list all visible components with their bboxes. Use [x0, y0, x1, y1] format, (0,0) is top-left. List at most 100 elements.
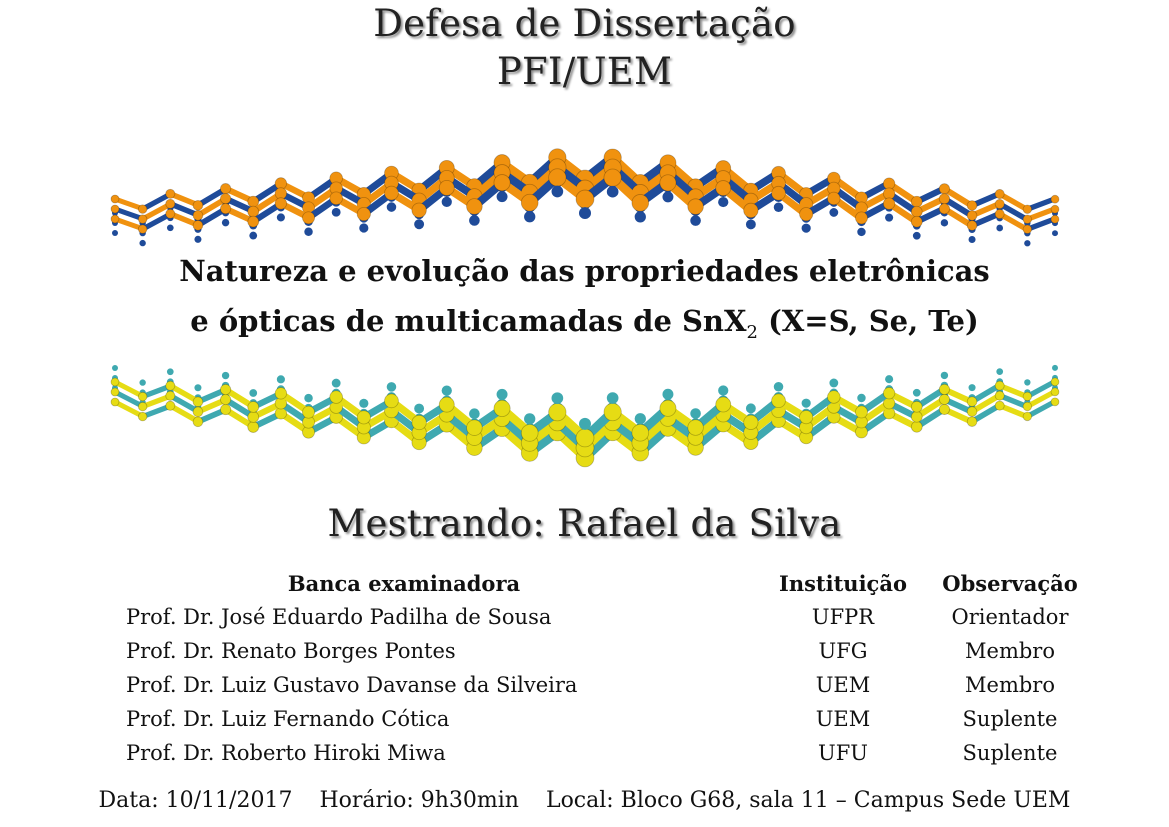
- atom-shape: [966, 210, 978, 221]
- member-institution: UEM: [815, 707, 871, 731]
- atom-shape: [520, 193, 539, 212]
- atom-shape: [411, 414, 427, 431]
- presenter-name: Mestrando: Rafael da Silva: [327, 502, 842, 545]
- atom-shape: [220, 403, 232, 416]
- atom-shape: [1022, 401, 1033, 412]
- atom-shape: [274, 387, 288, 400]
- atom-shape: [110, 377, 120, 387]
- atom-shape: [910, 420, 923, 433]
- atom-shape: [112, 230, 118, 236]
- atom-shape: [910, 400, 923, 413]
- bond-shape: [996, 191, 1031, 213]
- atom-shape: [743, 414, 759, 430]
- atom-shape: [579, 207, 591, 220]
- atom-shape: [687, 198, 704, 215]
- bond-shape: [195, 206, 229, 229]
- atom-shape: [329, 390, 343, 404]
- atom-shape: [551, 185, 564, 198]
- bond-shape: [167, 211, 201, 228]
- bond-shape: [222, 386, 257, 410]
- atom-shape: [1052, 230, 1058, 237]
- atom-shape: [1024, 379, 1031, 386]
- dissertation-title-line2-end: (X=S, Se, Te): [757, 304, 979, 338]
- atom-shape: [938, 403, 950, 415]
- atom-shape: [165, 390, 176, 401]
- atom-shape: [857, 393, 866, 403]
- atom-shape: [1022, 214, 1033, 224]
- atom-shape: [745, 219, 756, 230]
- atom-shape: [940, 219, 949, 227]
- atom-shape: [192, 396, 204, 408]
- atom-shape: [469, 408, 480, 420]
- atom-shape: [548, 168, 567, 187]
- atom-shape: [690, 215, 701, 226]
- atom-shape: [912, 231, 921, 240]
- bond-shape: [140, 383, 173, 400]
- atom-shape: [524, 211, 536, 223]
- bond-shape: [112, 389, 146, 409]
- atom-shape: [469, 215, 480, 226]
- atom-shape: [359, 223, 369, 233]
- atom-shape: [994, 199, 1005, 209]
- atom-shape: [938, 193, 950, 205]
- bond-shape: [941, 195, 976, 219]
- bond-shape: [140, 201, 173, 222]
- atom-shape: [966, 396, 978, 407]
- atom-shape: [910, 195, 923, 208]
- atom-shape: [165, 208, 176, 219]
- atom-shape: [384, 393, 399, 409]
- atom-shape: [165, 198, 176, 209]
- atom-shape: [659, 399, 677, 417]
- atom-shape: [743, 202, 759, 219]
- atom-shape: [631, 194, 650, 212]
- atom-shape: [137, 411, 148, 422]
- atom-shape: [247, 205, 260, 218]
- bond-shape: [969, 392, 1003, 415]
- atom-shape: [414, 403, 425, 414]
- atom-shape: [1052, 364, 1058, 371]
- atom-shape: [220, 193, 232, 205]
- atom-shape: [221, 218, 230, 227]
- bond-shape: [996, 402, 1031, 420]
- atom-shape: [910, 410, 923, 423]
- event-details: Data: 10/11/2017 Horário: 9h30min Local:…: [0, 788, 1169, 813]
- atom-shape: [548, 403, 567, 422]
- snx2-lattice-orange-blue-image: [110, 148, 1060, 247]
- atom-shape: [799, 207, 814, 222]
- atom-shape: [493, 399, 511, 417]
- atom-shape: [938, 203, 950, 215]
- atom-shape: [1050, 214, 1060, 224]
- bond-shape: [167, 393, 201, 415]
- atom-shape: [994, 390, 1005, 401]
- atom-shape: [166, 368, 174, 376]
- atom-shape: [1024, 240, 1031, 247]
- atom-shape: [1022, 391, 1033, 402]
- atom-shape: [579, 417, 591, 430]
- atom-shape: [603, 402, 622, 422]
- atom-shape: [359, 398, 369, 408]
- atom-shape: [882, 387, 896, 400]
- atom-shape: [575, 189, 595, 209]
- bond-shape: [996, 392, 1031, 410]
- bond-shape: [167, 191, 201, 208]
- atom-shape: [247, 195, 260, 208]
- atom-shape: [773, 381, 784, 392]
- atom-shape: [606, 185, 619, 198]
- table-row: Prof. Dr. Renato Borges Pontes UFG Membr…: [120, 634, 1096, 668]
- table-row: Prof. Dr. Luiz Fernando Cótica UEM Suple…: [120, 702, 1096, 736]
- atom-shape: [801, 223, 811, 233]
- atom-shape: [631, 423, 650, 442]
- atom-shape: [773, 202, 784, 213]
- atom-shape: [1022, 411, 1033, 422]
- bond-shape: [222, 396, 257, 420]
- bond-shape: [969, 402, 1003, 425]
- atom-shape: [715, 396, 732, 413]
- atom-shape: [139, 379, 146, 386]
- bond-shape: [969, 200, 1003, 219]
- atom-shape: [996, 224, 1004, 232]
- atom-shape: [938, 383, 950, 395]
- atom-shape: [745, 403, 756, 414]
- atom-shape: [496, 191, 508, 203]
- bond-shape: [969, 210, 1003, 229]
- atom-shape: [1050, 397, 1060, 407]
